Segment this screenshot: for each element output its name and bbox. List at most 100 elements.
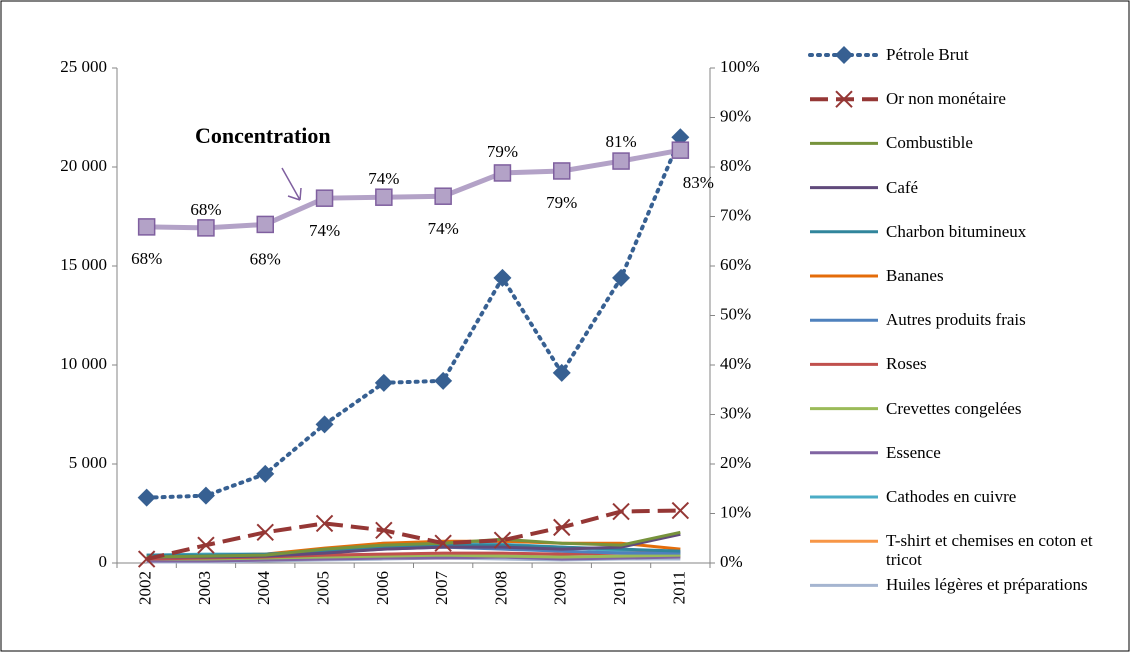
y2-tick-label: 30% xyxy=(720,403,751,422)
marker xyxy=(315,189,334,207)
legend-item: T-shirt et chemises en coton et tricot xyxy=(886,531,1093,570)
y2-tick-label: 90% xyxy=(720,106,751,125)
y-tick-label: 10 000 xyxy=(60,354,107,373)
legend-label: Autres produits frais xyxy=(886,310,1026,330)
marker xyxy=(835,90,853,108)
series-line xyxy=(146,555,681,563)
x-tick-label: 2002 xyxy=(136,571,155,605)
marker xyxy=(434,187,452,205)
y2-tick-label: 80% xyxy=(720,156,751,175)
y2-tick-label: 70% xyxy=(720,205,751,224)
x-tick-label: 2011 xyxy=(669,571,688,604)
legend-item: Roses xyxy=(886,354,927,374)
data-label: 74% xyxy=(309,221,340,240)
y-tick-label: 15 000 xyxy=(60,255,107,274)
annotation: Concentration xyxy=(195,123,331,148)
marker xyxy=(375,521,393,540)
y2-tick-label: 60% xyxy=(720,255,751,274)
legend-item: Autres produits frais xyxy=(886,310,1026,330)
x-tick-label: 2009 xyxy=(551,571,570,605)
series-line xyxy=(146,147,681,231)
marker xyxy=(552,363,571,382)
legend-item: Charbon bitumineux xyxy=(886,221,1027,241)
marker xyxy=(137,488,156,507)
x-tick-label: 2010 xyxy=(610,571,629,605)
marker xyxy=(612,152,630,170)
legend-item: Cathodes en cuivre xyxy=(886,487,1017,506)
marker xyxy=(374,373,393,392)
legend-label: Cathodes en cuivre xyxy=(886,487,1017,506)
y-tick-label: 20 000 xyxy=(60,156,107,175)
marker xyxy=(315,415,334,434)
marker xyxy=(671,501,690,520)
marker xyxy=(612,502,630,521)
y-tick-label: 5 000 xyxy=(69,453,107,472)
legend-label: Or non monétaire xyxy=(886,89,1006,109)
marker xyxy=(612,268,631,287)
marker xyxy=(434,371,453,390)
marker xyxy=(315,514,334,533)
legend-label: Crevettes congelées xyxy=(886,398,1022,418)
legend-item: Café xyxy=(886,177,919,197)
x-tick-label: 2004 xyxy=(254,571,273,606)
series-line xyxy=(146,508,681,561)
data-label: 74% xyxy=(368,169,399,188)
annotation-arrow xyxy=(281,167,302,201)
y2-tick-label: 20% xyxy=(720,453,751,472)
legend-label: Roses xyxy=(886,354,927,374)
legend-label: Pétrole Brut xyxy=(886,45,969,64)
legend-label: Essence xyxy=(886,442,941,462)
x-tick-label: 2008 xyxy=(491,571,510,605)
marker xyxy=(671,141,690,159)
marker xyxy=(256,464,275,483)
data-label: 79% xyxy=(546,193,577,212)
data-label: 68% xyxy=(131,249,162,268)
series-line xyxy=(144,135,683,500)
marker xyxy=(835,46,853,64)
marker xyxy=(375,188,393,206)
marker xyxy=(197,219,215,237)
data-label: 79% xyxy=(487,142,518,161)
x-tick-label: 2007 xyxy=(432,571,451,606)
legend-item: Bananes xyxy=(886,266,944,285)
legend-item: Pétrole Brut xyxy=(886,45,969,64)
legend-label: Bananes xyxy=(886,266,944,285)
legend-label: Huiles légères et préparations xyxy=(886,575,1088,595)
data-label: 83% xyxy=(683,173,714,192)
marker xyxy=(137,550,156,568)
y2-tick-label: 100% xyxy=(720,57,760,76)
legend-item: Crevettes congelées xyxy=(886,398,1022,418)
series-line xyxy=(146,530,681,559)
data-label: 68% xyxy=(190,200,221,219)
marker xyxy=(553,518,571,537)
legend-item: Combustible xyxy=(886,133,973,153)
legend-label: T-shirt et chemises en coton et tricot xyxy=(886,531,1093,570)
legend-item: Or non monétaire xyxy=(886,89,1006,109)
marker xyxy=(493,268,512,287)
y-tick-label: 25 000 xyxy=(60,57,107,76)
x-tick-label: 2006 xyxy=(373,571,392,605)
legend-label: Café xyxy=(886,177,919,197)
marker xyxy=(256,523,274,542)
marker xyxy=(137,218,156,236)
x-tick-label: 2003 xyxy=(195,571,214,605)
legend-item: Essence xyxy=(886,442,941,462)
marker xyxy=(256,215,274,234)
y2-tick-label: 0% xyxy=(720,552,743,571)
data-label: 81% xyxy=(605,132,636,151)
y-tick-label: 0 xyxy=(99,552,108,571)
x-tick-label: 2005 xyxy=(313,571,332,605)
marker xyxy=(197,536,215,554)
legend-label: Combustible xyxy=(886,133,973,153)
marker xyxy=(493,531,512,549)
marker xyxy=(493,164,512,182)
marker xyxy=(196,486,215,505)
data-label: 68% xyxy=(250,249,281,268)
legend-item: Huiles légères et préparations xyxy=(886,575,1088,595)
data-label: 74% xyxy=(428,219,459,238)
marker xyxy=(553,162,571,180)
y2-tick-label: 10% xyxy=(720,502,751,521)
y2-tick-label: 40% xyxy=(720,354,751,373)
legend-label: Charbon bitumineux xyxy=(886,221,1027,241)
